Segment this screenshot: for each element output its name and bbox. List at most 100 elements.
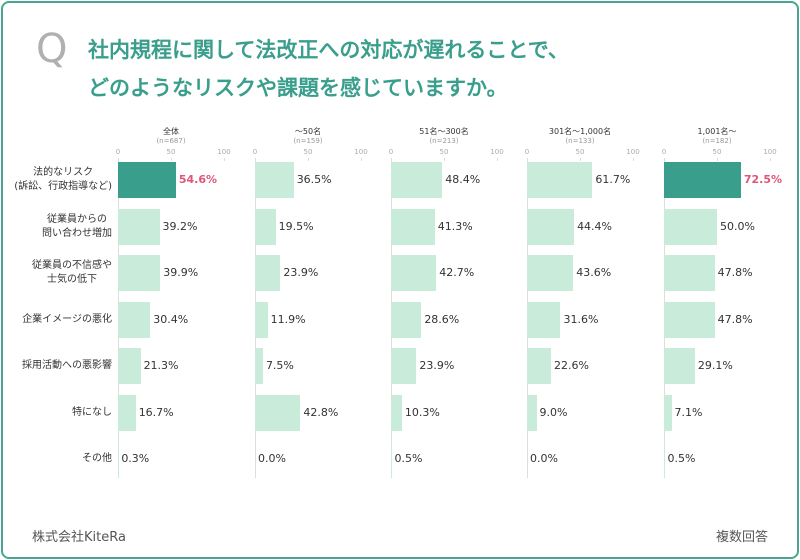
- category-label: 従業員からの 問い合わせ増加: [42, 213, 112, 239]
- title: 社内規程に関して法改正への対応が遅れることで、: [88, 38, 569, 62]
- x-tick-label: 100: [490, 148, 504, 156]
- panel-subtitle: (n=159): [293, 137, 323, 145]
- panel-title: 301名～1,000名: [548, 127, 612, 136]
- value-label: 39.9%: [163, 266, 199, 279]
- panel-title: 全体: [163, 127, 179, 136]
- value-label: 28.6%: [424, 312, 460, 326]
- value-label: 31.6%: [563, 312, 599, 326]
- bar: [118, 255, 161, 291]
- value-label: 22.6%: [553, 359, 589, 372]
- value-label: 0.3%: [121, 452, 150, 465]
- tick-mark: [224, 158, 225, 161]
- bar: [118, 162, 176, 198]
- x-tick-label: 100: [763, 148, 777, 156]
- value-label: 42.7%: [439, 266, 475, 279]
- note: 複数回答: [715, 530, 768, 545]
- value-label: 36.5%: [296, 173, 332, 186]
- value-label: 50.0%: [720, 219, 755, 233]
- bar: [527, 255, 574, 291]
- bar: [391, 441, 392, 477]
- value-label: 48.4%: [445, 173, 481, 186]
- x-tick-label: 100: [354, 148, 368, 156]
- category-label: 従業員の不信感や 士気の低下: [32, 260, 112, 285]
- x-tick-label: 100: [626, 148, 640, 156]
- x-tick-label: 50: [303, 148, 313, 156]
- panel-title: 51名～300名: [419, 127, 469, 136]
- bar: [255, 162, 294, 198]
- value-label: 47.8%: [717, 312, 753, 326]
- bar: [527, 394, 537, 431]
- bar: [391, 208, 435, 245]
- bar: [391, 255, 437, 291]
- tick-mark: [717, 158, 718, 161]
- bar: [664, 394, 672, 431]
- title: どのようなリスクや課題を感じていますか。: [88, 76, 508, 100]
- value-label: 19.5%: [278, 219, 314, 233]
- x-tick-label: 50: [439, 148, 449, 156]
- tick-mark: [361, 158, 362, 161]
- x-tick-label: 0: [388, 148, 394, 156]
- category-label: その他: [82, 453, 112, 464]
- value-label: 16.7%: [138, 405, 174, 419]
- panel-subtitle: (n=182): [702, 137, 732, 145]
- category-label: 採用活動への悪影響: [22, 360, 112, 371]
- bar: [391, 162, 443, 198]
- tick-mark: [633, 158, 634, 161]
- value-label: 29.1%: [697, 359, 733, 372]
- bar: [118, 301, 151, 338]
- value-label: 44.4%: [577, 219, 613, 233]
- value-label: 9.0%: [539, 405, 568, 419]
- bar: [527, 208, 575, 245]
- company: 株式会社KiteRa: [32, 530, 126, 545]
- value-label: 61.7%: [595, 173, 631, 186]
- tick-mark: [580, 158, 581, 161]
- panel-subtitle: (n=133): [565, 137, 595, 145]
- value-label: 30.4%: [153, 312, 189, 326]
- value-label: 10.3%: [404, 405, 440, 419]
- value-label: 7.1%: [674, 405, 703, 419]
- value-label: 41.3%: [437, 219, 473, 233]
- bar: [664, 208, 717, 245]
- value-label: 54.6%: [178, 173, 218, 186]
- category-label: 特になし: [72, 406, 112, 418]
- bar: [527, 162, 593, 198]
- bar: [255, 255, 281, 291]
- x-tick-label: 100: [217, 148, 231, 156]
- category-label: 法的なリスク (訴訟、行政指導など): [14, 167, 112, 192]
- value-label: 0.5%: [667, 452, 696, 465]
- bar: [391, 394, 402, 431]
- bar: [118, 348, 141, 384]
- x-tick-label: 0: [524, 148, 530, 156]
- q-mark: Q: [36, 26, 68, 72]
- panel-subtitle: (n=687): [156, 137, 186, 145]
- x-tick-label: 50: [575, 148, 585, 156]
- tick-mark: [770, 158, 771, 161]
- bar: [664, 301, 715, 338]
- value-label: 47.8%: [717, 266, 753, 279]
- x-tick-label: 0: [115, 148, 121, 156]
- value-label: 21.3%: [143, 359, 179, 372]
- bar: [118, 208, 160, 245]
- tick-mark: [497, 158, 498, 161]
- bar: [391, 301, 422, 338]
- x-tick-label: 50: [712, 148, 722, 156]
- bar: [664, 441, 665, 477]
- value-label: 7.5%: [265, 359, 294, 372]
- x-tick-label: 50: [166, 148, 176, 156]
- panel-title: ～50名: [294, 127, 322, 136]
- value-label: 23.9%: [419, 359, 455, 372]
- tick-mark: [171, 158, 172, 161]
- value-label: 72.5%: [743, 173, 783, 186]
- bar: [527, 348, 551, 384]
- value-label: 39.2%: [162, 219, 198, 233]
- value-label: 0.5%: [394, 452, 423, 465]
- bar: [664, 255, 715, 291]
- tick-mark: [308, 158, 309, 161]
- bar: [391, 348, 417, 384]
- bar: [664, 162, 741, 198]
- bar: [255, 208, 276, 245]
- value-label: 43.6%: [576, 266, 612, 279]
- value-label: 0.0%: [258, 452, 286, 465]
